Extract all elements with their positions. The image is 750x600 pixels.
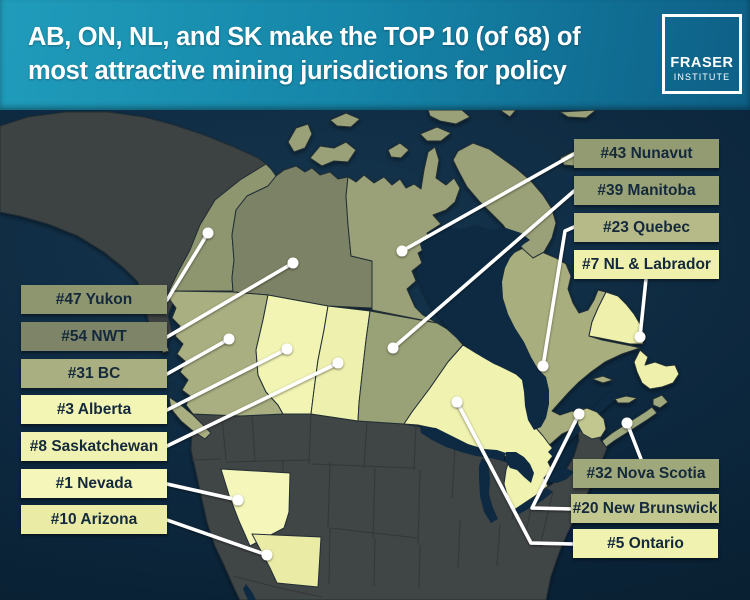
dot-nwt [287,257,299,269]
region-labrador [588,291,645,345]
line-manitoba [391,189,576,350]
region-cape-breton [652,394,669,409]
canada-us-map [0,110,680,600]
callout-label-ontario: #5 Ontario [573,529,718,558]
region-newfoundland-island [633,349,680,390]
line-nova-scotia [625,421,643,461]
line-nl [638,277,648,339]
callout-label-nl: #7 NL & Labrador [574,250,719,279]
callout-label-nevada: #1 Nevada [21,469,167,498]
callout-label-nunavut: #43 Nunavut [574,139,719,168]
line-new-brunswick [530,412,581,511]
fraser-institute-logo: FRASER INSTITUTE [662,14,742,94]
callout-lines [165,152,648,557]
callout-label-bc: #31 BC [21,359,167,388]
callout-label-saskatchewan: #8 Saskatchewan [21,432,167,461]
callout-label-nwt: #54 NWT [21,322,167,351]
dot-nl [634,331,646,343]
dot-ontario [451,396,463,408]
region-anticosti-island [591,375,614,384]
title-line-1: AB, ON, NL, and SK make the TOP 10 (of 6… [28,23,581,51]
dot-new-brunswick [573,408,585,420]
line-nunavut [400,152,576,253]
lake-michigan [479,458,498,523]
callout-label-quebec: #23 Quebec [574,213,719,242]
dot-saskatchewan [332,357,344,369]
dot-alberta [281,343,293,355]
line-quebec [541,225,576,368]
dot-nova-scotia [621,417,633,429]
callout-label-manitoba: #39 Manitoba [574,176,719,205]
dot-bc [223,333,235,345]
callout-label-nova-scotia: #32 Nova Scotia [573,459,719,488]
dot-yukon [202,227,214,239]
logo-text-fraser: FRASER [670,55,734,71]
callout-label-arizona: #10 Arizona [21,505,167,534]
hudson-bay [416,225,549,430]
callout-label-yukon: #47 Yukon [21,285,167,314]
callout-label-new-brunswick: #20 New Brunswick [571,494,719,523]
region-arizona [251,533,322,588]
line-bc [165,337,231,376]
region-pei [614,395,638,404]
lake-erie [514,488,553,514]
page-title: AB, ON, NL, and SK make the TOP 10 (of 6… [28,20,648,88]
line-saskatchewan [165,361,340,448]
lake-ontario [547,468,574,483]
header-banner: AB, ON, NL, and SK make the TOP 10 (of 6… [0,0,750,110]
line-alberta [165,347,289,412]
region-nunavut-mainland [345,146,461,324]
callout-dots [202,227,646,561]
line-nevada [165,482,240,502]
lake-huron [505,452,534,483]
gulf-of-california [243,584,256,600]
callout-label-alberta: #3 Alberta [21,395,167,424]
line-yukon [165,231,210,302]
line-arizona [165,518,269,557]
line-nwt [165,261,295,339]
dot-manitoba [387,342,399,354]
line-ontario [455,400,576,546]
dot-nunavut [396,245,408,257]
dot-nevada [232,494,244,506]
logo-text-institute: INSTITUTE [673,72,731,82]
title-line-2: most attractive mining jurisdictions for… [28,57,567,85]
dot-arizona [261,549,273,561]
dot-quebec [537,360,549,372]
